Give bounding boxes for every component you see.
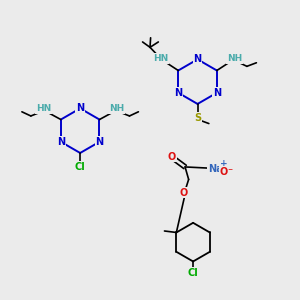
- Text: NH: NH: [109, 104, 124, 113]
- Text: N: N: [76, 103, 84, 113]
- Text: NH: NH: [227, 54, 242, 63]
- Text: S: S: [194, 112, 201, 123]
- Text: N: N: [213, 88, 221, 98]
- Text: +: +: [220, 160, 227, 169]
- Text: O: O: [168, 152, 176, 161]
- Text: Cl: Cl: [188, 268, 199, 278]
- Text: HN: HN: [153, 54, 168, 63]
- Text: Cl: Cl: [75, 162, 86, 172]
- Text: ⁻: ⁻: [228, 167, 233, 177]
- Text: Na: Na: [208, 164, 223, 174]
- Text: N: N: [194, 54, 202, 64]
- Text: N: N: [57, 137, 65, 147]
- Text: N: N: [95, 137, 104, 147]
- Text: HN: HN: [36, 104, 51, 113]
- Text: O: O: [220, 167, 228, 177]
- Text: O: O: [179, 188, 188, 197]
- Text: N: N: [174, 88, 182, 98]
